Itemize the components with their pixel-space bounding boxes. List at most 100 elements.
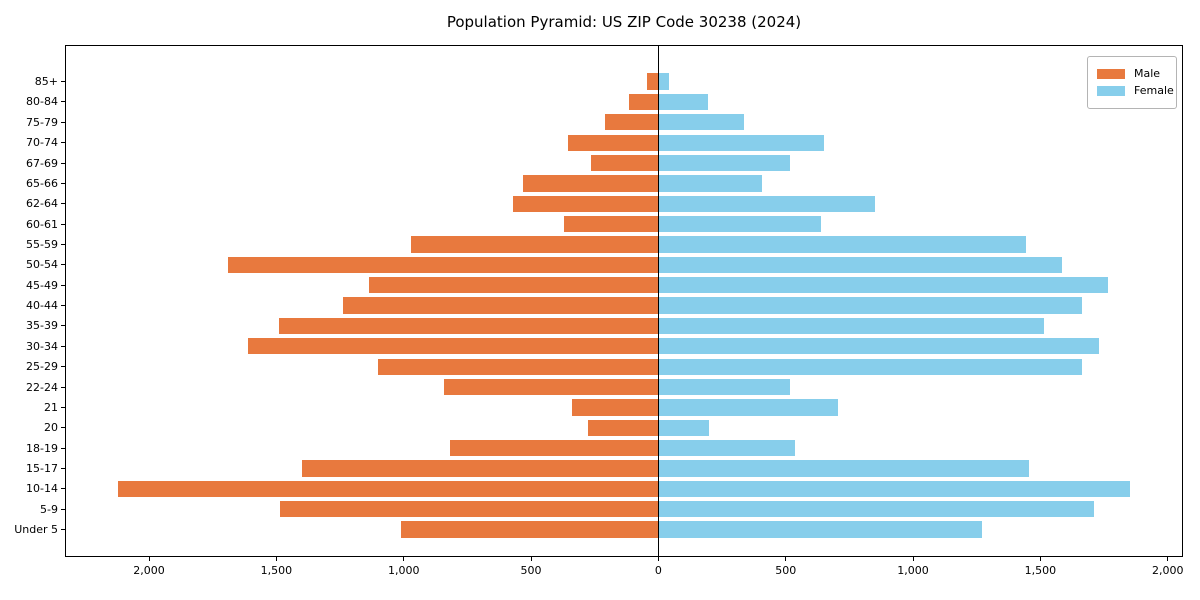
male-bar-Under 5 [401, 521, 659, 538]
y-tick-label-62-64: 62-64 [26, 197, 58, 211]
female-bar-25-29 [658, 358, 1083, 375]
male-bar-5-9 [280, 501, 659, 518]
y-tick-label-Under 5: Under 5 [14, 523, 58, 537]
x-tick-500 [530, 557, 532, 561]
female-bar-5-9 [658, 501, 1094, 518]
male-swatch-icon [1097, 69, 1125, 79]
x-tick-label-8: 2,000 [1151, 564, 1184, 577]
female-bar-85+ [658, 73, 669, 90]
y-tick-label-67-69: 67-69 [26, 156, 58, 170]
legend-male-label: Male [1134, 67, 1161, 80]
y-tick-60-61 [61, 223, 65, 225]
female-bar-Under 5 [658, 521, 982, 538]
x-tick-500 [785, 557, 787, 561]
male-bar-21 [571, 399, 659, 416]
y-tick-label-10-14: 10-14 [26, 482, 58, 496]
y-tick-label-80-84: 80-84 [26, 95, 58, 109]
female-bar-15-17 [658, 460, 1029, 477]
male-bar-15-17 [301, 460, 659, 477]
y-tick-80-84 [61, 101, 65, 103]
x-tick-1,000 [912, 557, 914, 561]
y-tick-label-65-66: 65-66 [26, 176, 58, 190]
male-bar-22-24 [444, 378, 659, 396]
y-tick-40-44 [61, 305, 65, 307]
y-tick-22-24 [61, 386, 65, 388]
female-bar-80-84 [658, 93, 709, 111]
female-bar-75-79 [658, 114, 744, 131]
male-bar-40-44 [342, 297, 659, 314]
y-tick-15-17 [61, 468, 65, 470]
y-tick-label-45-49: 45-49 [26, 278, 58, 292]
female-bar-21 [658, 399, 838, 416]
female-bar-62-64 [658, 195, 875, 212]
female-bar-22-24 [658, 378, 790, 396]
legend-entry-female: Female [1097, 84, 1174, 98]
y-tick-65-66 [61, 182, 65, 184]
y-tick-label-25-29: 25-29 [26, 360, 58, 374]
y-tick-label-20: 20 [44, 421, 58, 435]
male-bar-55-59 [411, 236, 659, 253]
female-bar-45-49 [658, 277, 1108, 294]
y-tick-50-54 [61, 264, 65, 266]
legend-entry-male: Male [1097, 67, 1167, 81]
y-tick-label-70-74: 70-74 [26, 136, 58, 150]
y-tick-label-35-39: 35-39 [26, 319, 58, 333]
x-tick-label-2: 1,000 [387, 564, 420, 577]
y-tick-85+ [61, 81, 65, 83]
male-bar-20 [588, 419, 659, 436]
female-bar-30-34 [658, 338, 1099, 355]
y-tick-35-39 [61, 325, 65, 327]
x-tick-label-3: 500 [520, 564, 542, 577]
male-bar-65-66 [523, 175, 659, 192]
y-tick-label-22-24: 22-24 [26, 380, 58, 394]
female-bar-60-61 [658, 216, 822, 233]
y-tick-label-75-79: 75-79 [26, 115, 58, 129]
legend: Male Female [1087, 56, 1177, 109]
female-bar-65-66 [658, 175, 762, 192]
male-bar-25-29 [378, 358, 659, 375]
female-bar-67-69 [658, 154, 790, 172]
female-bar-35-39 [658, 317, 1045, 335]
male-bar-80-84 [629, 93, 659, 111]
y-tick-21 [61, 406, 65, 408]
male-bar-18-19 [449, 440, 659, 457]
y-tick-67-69 [61, 162, 65, 164]
male-bar-30-34 [248, 338, 659, 355]
legend-female-label: Female [1134, 84, 1174, 97]
x-tick-label-0: 2,000 [133, 564, 165, 577]
female-bar-50-54 [658, 256, 1063, 274]
y-tick-label-40-44: 40-44 [26, 299, 58, 313]
y-tick-70-74 [61, 142, 65, 144]
male-bar-35-39 [278, 317, 659, 335]
x-tick-label-7: 1,500 [1024, 564, 1057, 577]
female-bar-10-14 [658, 480, 1130, 498]
chart-title: Population Pyramid: US ZIP Code 30238 (2… [446, 13, 802, 31]
male-bar-45-49 [369, 277, 659, 294]
x-tick-1,000 [403, 557, 405, 561]
y-tick-Under 5 [61, 529, 65, 531]
x-tick-2,000 [148, 557, 150, 561]
x-tick-1,500 [275, 557, 277, 561]
y-tick-label-55-59: 55-59 [26, 238, 58, 252]
y-tick-label-60-61: 60-61 [26, 217, 58, 231]
y-tick-25-29 [61, 366, 65, 368]
y-tick-30-34 [61, 345, 65, 347]
female-bar-40-44 [658, 297, 1083, 314]
y-tick-label-50-54: 50-54 [26, 258, 58, 272]
x-tick-label-5: 500 [775, 564, 797, 577]
x-tick-2,000 [1167, 557, 1169, 561]
female-bar-20 [658, 419, 710, 436]
male-bar-85+ [646, 73, 659, 90]
female-bar-70-74 [658, 134, 824, 151]
y-tick-label-85+: 85+ [34, 75, 58, 89]
male-bar-50-54 [227, 256, 659, 274]
y-tick-55-59 [61, 244, 65, 246]
male-bar-62-64 [513, 195, 659, 212]
male-bar-70-74 [567, 134, 659, 151]
y-tick-5-9 [61, 508, 65, 510]
x-tick-label-1: 1,500 [260, 564, 293, 577]
y-tick-75-79 [61, 121, 65, 123]
x-tick-1,500 [1039, 557, 1041, 561]
y-tick-45-49 [61, 284, 65, 286]
